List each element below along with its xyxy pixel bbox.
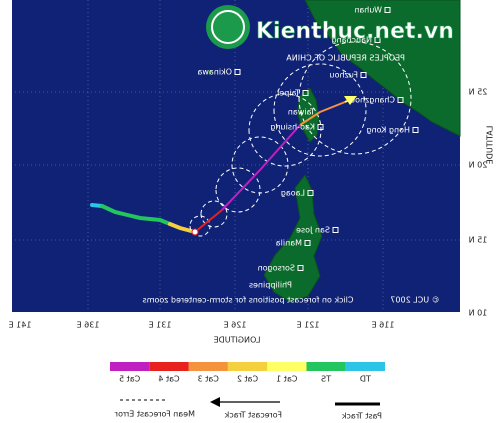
- legend-swatch: [345, 362, 385, 371]
- city-label: San Jose: [296, 226, 330, 235]
- longitude-label: 136 E: [77, 321, 100, 330]
- legend-swatch: [227, 362, 268, 371]
- legend-label: TD: [360, 375, 372, 384]
- city-marker: [317, 124, 324, 130]
- longitude-label: 141 E: [9, 321, 32, 330]
- city-label: Laoag: [281, 189, 305, 198]
- city-labels: Wuhan Nanchang Fuzhou Changzhou Taipei Taiwan…: [197, 6, 419, 290]
- city-label: Changzhou: [350, 96, 395, 105]
- city-marker: [307, 190, 314, 196]
- latitude-label: 20 N: [469, 161, 488, 170]
- legend-swatch: [149, 362, 189, 371]
- city-marker: [412, 127, 419, 133]
- note: Click on forecast positions for storm-ce…: [142, 296, 353, 305]
- city-label: Fuzhou: [330, 71, 358, 80]
- watermark-text: Kienthuc.net.vn: [256, 19, 454, 44]
- city-label: Philippines: [249, 281, 292, 290]
- city-label: Sorsogon: [258, 264, 295, 273]
- legend: TD TS Cat 1 Cat 2 Cat 3 Cat 4 Cat 5: [110, 362, 385, 384]
- legend-label: Cat 4: [158, 375, 179, 384]
- forecast-track-label: Forecast Track: [224, 411, 282, 420]
- mean-error-label: Mean Forecast Error: [114, 410, 195, 419]
- city-label: Taipei: [277, 89, 301, 98]
- forecast-arrowhead: [210, 397, 220, 407]
- city-marker: [304, 240, 311, 246]
- city-label: Manila: [276, 239, 302, 248]
- legend-label: TS: [321, 375, 332, 384]
- forecast-track: [194, 96, 357, 233]
- city-marker: [374, 37, 381, 43]
- watermark-ring: [211, 10, 245, 44]
- legend-swatch: [306, 362, 346, 371]
- country-label: PEOPLES REPUBLIC OF CHINA: [286, 54, 405, 63]
- legend-swatch: [188, 362, 228, 371]
- latitude-label: 15 N: [469, 236, 488, 245]
- past-track: [90, 203, 197, 234]
- city-label: Kao-hsiung: [270, 123, 315, 132]
- legend-label: Cat 2: [237, 375, 258, 384]
- city-label: Taiwan: [288, 108, 316, 117]
- longitude-label: 116 E: [372, 321, 395, 330]
- city-label: Okinawa: [197, 68, 232, 77]
- city-marker: [384, 7, 391, 13]
- longitude-label: 121 E: [297, 321, 320, 330]
- axes: 25 N 20 N 15 N 10 N 116 E 121 E 126 E 131 E 136 …: [9, 88, 488, 330]
- city-marker: [397, 97, 404, 103]
- legend-label: Cat 1: [276, 375, 297, 384]
- city-marker: [297, 265, 304, 271]
- longitude-label: 131 E: [149, 321, 172, 330]
- longitude-title: LONGITUDE: [214, 336, 261, 345]
- longitude-label: 126 E: [224, 321, 247, 330]
- city-label: Hong Kong: [367, 126, 411, 135]
- copyright: © UCL 2007: [390, 296, 439, 305]
- watermark: Kienthuc.net.vn: [206, 5, 454, 49]
- city-marker: [234, 69, 241, 75]
- city-marker: [332, 227, 339, 233]
- legend-label: Cat 5: [119, 375, 140, 384]
- current-position[interactable]: [191, 228, 199, 236]
- past-track-label: Past Track: [341, 412, 382, 421]
- city-marker: [302, 90, 309, 96]
- land: [207, 0, 461, 303]
- city-label: Nanchang: [332, 36, 372, 45]
- city-marker: [360, 72, 367, 78]
- legend-swatch: [267, 362, 307, 371]
- forecast-error-circles: [189, 41, 412, 237]
- latitude-label: 10 N: [469, 309, 488, 318]
- city-label: Wuhan: [354, 6, 382, 15]
- legend-label: Cat 3: [198, 375, 219, 384]
- latitude-title: LATITUDE: [486, 126, 495, 165]
- legend-swatch: [110, 362, 150, 371]
- latitude-label: 25 N: [469, 88, 488, 97]
